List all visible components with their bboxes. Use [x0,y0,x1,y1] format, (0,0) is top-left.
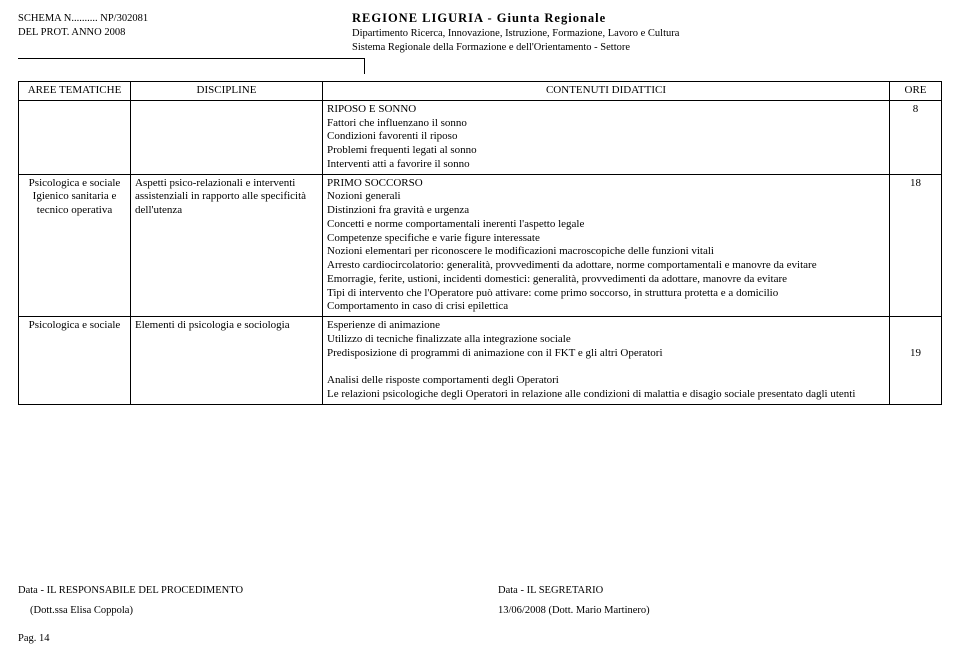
cell-aree-2: Psicologica e sociale Igienico sanitaria… [19,174,131,317]
cell-contenuti-2: PRIMO SOCCORSO Nozioni generali Distinzi… [323,174,890,317]
cell-discipline-1 [131,100,323,174]
table-header-row: AREE TEMATICHE DISCIPLINE CONTENUTI DIDA… [19,82,942,101]
page-number: Pag. 14 [18,629,942,649]
page-header: SCHEMA N.......... NP/302081 DEL PROT. A… [18,10,942,55]
header-divider [18,58,364,59]
footer-seg-label: Data - IL SEGRETARIO [498,581,942,601]
cell-ore-1: 8 [890,100,942,174]
cell-contenuti-1: RIPOSO E SONNO Fattori che influenzano i… [323,100,890,174]
cell-ore-3: 19 [890,317,942,405]
page-footer: Data - IL RESPONSABILE DEL PROCEDIMENTO … [18,581,942,649]
cell-discipline-2: Aspetti psico-relazionali e interventi a… [131,174,323,317]
th-aree: AREE TEMATICHE [19,82,131,101]
table-row: Psicologica e sociale Elementi di psicol… [19,317,942,405]
cell-discipline-3: Elementi di psicologia e sociologia [131,317,323,405]
th-discipline: DISCIPLINE [131,82,323,101]
footer-seg-name: 13/06/2008 (Dott. Mario Martinero) [498,601,942,621]
department-line: Dipartimento Ricerca, Innovazione, Istru… [352,27,942,41]
table-row: Psicologica e sociale Igienico sanitaria… [19,174,942,317]
footer-resp-label: Data - IL RESPONSABILE DEL PROCEDIMENTO [18,581,498,601]
cell-aree-3: Psicologica e sociale [19,317,131,405]
cell-ore-2: 18 [890,174,942,317]
cell-contenuti-3: Esperienze di animazione Utilizzo di tec… [323,317,890,405]
system-line: Sistema Regionale della Formazione e del… [352,41,942,55]
region-title: REGIONE LIGURIA - Giunta Regionale [352,10,942,27]
th-ore: ORE [890,82,942,101]
th-contenuti: CONTENUTI DIDATTICI [323,82,890,101]
header-right-block: REGIONE LIGURIA - Giunta Regionale Dipar… [298,10,942,55]
header-left-block: SCHEMA N.......... NP/302081 DEL PROT. A… [18,10,298,55]
header-divider-vertical [364,58,365,74]
cell-aree-1 [19,100,131,174]
content-table: AREE TEMATICHE DISCIPLINE CONTENUTI DIDA… [18,81,942,405]
schema-line: SCHEMA N.......... NP/302081 [18,12,298,26]
table-row: RIPOSO E SONNO Fattori che influenzano i… [19,100,942,174]
footer-resp-name: (Dott.ssa Elisa Coppola) [18,601,498,621]
prot-line: DEL PROT. ANNO 2008 [18,26,298,40]
